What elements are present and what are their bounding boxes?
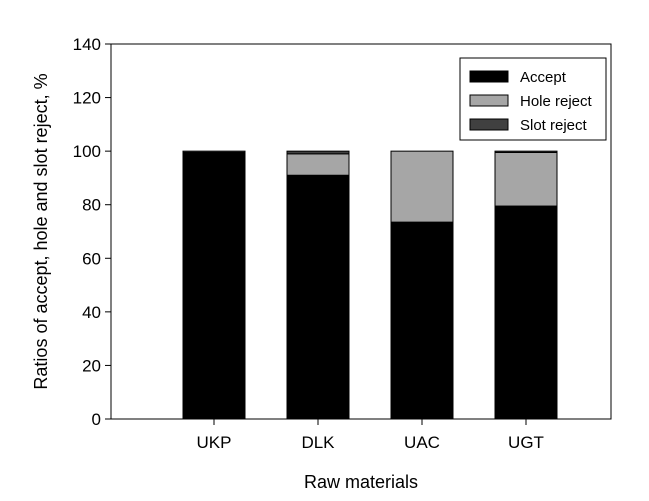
legend-label-accept: Accept xyxy=(520,69,567,86)
bar-ugt-accept xyxy=(494,205,558,420)
legend-swatch-accept xyxy=(469,70,509,83)
bar-ukp-slot-reject xyxy=(182,150,246,153)
bar-ugt-hole-reject xyxy=(494,151,558,207)
y-axis-title: Ratios of accept, hole and slot reject, … xyxy=(31,73,51,389)
y-tick-label: 40 xyxy=(82,303,101,322)
y-tick-label: 120 xyxy=(73,89,101,108)
x-axis-title: Raw materials xyxy=(304,472,418,492)
bars-group xyxy=(182,150,558,420)
bar-dlk-accept xyxy=(286,174,350,420)
bar-dlk-slot-reject xyxy=(286,150,350,155)
x-tick-label: UKP xyxy=(197,433,232,452)
y-tick-label: 140 xyxy=(73,35,101,54)
legend-label-hole-reject: Hole reject xyxy=(520,93,593,110)
bar-ugt-slot-reject xyxy=(494,150,558,153)
bar-ukp-accept xyxy=(182,151,246,420)
bar-uac-accept xyxy=(390,221,454,420)
y-tick-label: 80 xyxy=(82,196,101,215)
legend-swatch-hole-reject xyxy=(469,94,509,107)
x-tick-label: DLK xyxy=(301,433,335,452)
x-axis: UKP DLK UAC UGT xyxy=(197,419,544,452)
legend-swatch-slot-reject xyxy=(469,118,509,131)
y-tick-label: 60 xyxy=(82,249,101,268)
y-tick-label: 100 xyxy=(73,142,101,161)
x-tick-label: UGT xyxy=(508,433,544,452)
plot-frame xyxy=(110,43,612,420)
y-tick-label: 0 xyxy=(92,410,101,429)
legend-label-slot-reject: Slot reject xyxy=(520,117,588,134)
x-tick-label: UAC xyxy=(404,433,440,452)
bar-dlk-hole-reject xyxy=(286,153,350,176)
y-axis: 0 20 40 60 80 100 120 140 xyxy=(73,35,111,429)
legend: Accept Hole reject Slot reject xyxy=(459,57,607,141)
bar-uac-hole-reject xyxy=(390,150,454,223)
y-tick-label: 20 xyxy=(82,356,101,375)
